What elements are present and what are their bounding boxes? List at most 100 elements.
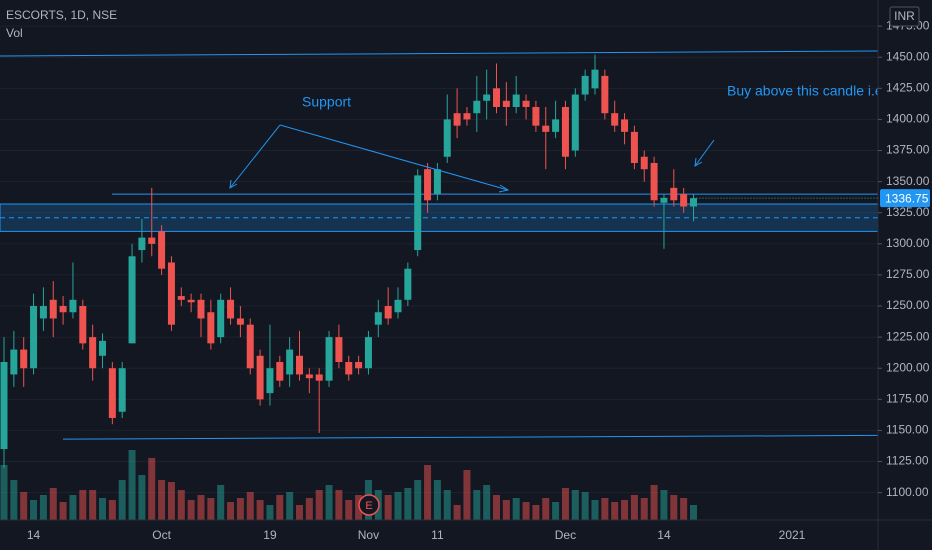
candle-body xyxy=(39,306,47,319)
candle-body xyxy=(364,337,372,369)
x-tick-label: 19 xyxy=(263,528,277,542)
symbol-title: ESCORTS, 1D, NSE xyxy=(6,8,117,22)
y-tick-label: 1275.00 xyxy=(886,267,930,281)
candles xyxy=(0,54,697,468)
x-tick-label: Oct xyxy=(152,528,171,542)
volume-bar xyxy=(99,498,106,520)
candle-body xyxy=(394,299,402,313)
volume-bar xyxy=(522,502,530,520)
candle-body xyxy=(404,268,412,300)
candle-body xyxy=(621,119,629,132)
candle-body xyxy=(512,94,520,107)
volume-bar xyxy=(473,490,481,520)
candle-body xyxy=(148,237,156,244)
arrow-head xyxy=(694,157,703,167)
arrow xyxy=(229,124,281,189)
volume-bar xyxy=(404,488,412,520)
volume-bar xyxy=(197,495,205,520)
volume-bar xyxy=(30,500,38,520)
annotation: Buy above this candle i.e xyxy=(727,83,883,99)
volume-bar xyxy=(138,475,146,520)
volume-bar xyxy=(207,498,215,520)
x-tick-label: 11 xyxy=(431,528,444,542)
volume-bar xyxy=(571,490,579,520)
volume-bar xyxy=(680,498,688,520)
volume-bar xyxy=(315,490,323,520)
candle-body xyxy=(0,362,8,450)
candle-body xyxy=(680,194,688,207)
volume-bar xyxy=(49,488,57,520)
y-tick-label: 1425.00 xyxy=(886,80,930,94)
volume-bar xyxy=(424,465,432,520)
volume-bar xyxy=(10,480,18,520)
y-tick-label: 1450.00 xyxy=(886,49,930,63)
candle-body xyxy=(207,312,215,344)
y-tick-label: 1175.00 xyxy=(886,392,929,406)
volume-bar xyxy=(296,505,303,520)
candle-body xyxy=(493,88,500,107)
candle-body xyxy=(611,113,619,126)
volume-bar xyxy=(542,498,550,520)
volume-bar xyxy=(443,490,451,520)
candle-body xyxy=(256,355,264,400)
candle-body xyxy=(443,119,451,157)
candle-body xyxy=(20,349,28,369)
volume-bar xyxy=(246,492,254,520)
annotation-arrows xyxy=(229,124,715,193)
volume-bar xyxy=(345,500,353,520)
volume-bar xyxy=(325,485,333,520)
volume-bar xyxy=(650,485,658,520)
currency: INR xyxy=(894,9,915,23)
candle-body xyxy=(286,349,294,375)
last-price-box xyxy=(880,189,930,208)
candle-body xyxy=(542,125,550,132)
y-tick-label: 1250.00 xyxy=(886,298,930,312)
volume-bar xyxy=(552,502,560,520)
y-tick-label: 1400.00 xyxy=(886,112,930,126)
volume-bar xyxy=(690,505,697,520)
volume-bar xyxy=(148,458,156,520)
volume-bar xyxy=(611,502,619,520)
candle-body xyxy=(384,306,392,319)
x-tick-label: 2021 xyxy=(779,528,806,542)
candle-body xyxy=(630,131,638,163)
volume-bar xyxy=(236,498,244,520)
volume-bar xyxy=(512,498,520,520)
candle-body xyxy=(355,362,363,369)
y-tick-label: 1375.00 xyxy=(886,143,930,157)
candle-body xyxy=(197,299,205,319)
volume-bar xyxy=(483,485,491,520)
earnings-label[interactable]: E xyxy=(365,500,372,512)
x-tick-label: Nov xyxy=(358,528,379,542)
candle-body xyxy=(502,100,510,107)
candle-body xyxy=(335,337,343,363)
earnings-marker[interactable] xyxy=(358,494,380,516)
volume-bar xyxy=(305,498,313,520)
volume-bar xyxy=(433,480,441,520)
volume-bar xyxy=(118,480,126,520)
candle-body xyxy=(69,299,77,313)
support-zone xyxy=(0,203,879,232)
volume-bar xyxy=(108,500,116,520)
volume-bar xyxy=(187,500,195,520)
volume-bar xyxy=(20,492,28,520)
candle-body xyxy=(138,237,146,251)
candle-body xyxy=(315,374,323,381)
volume-bar xyxy=(414,480,422,520)
candle-body xyxy=(660,197,668,203)
volume-bar xyxy=(493,495,500,520)
candle-body xyxy=(473,100,481,114)
candle-body xyxy=(158,231,166,269)
candle-body xyxy=(670,187,678,201)
x-tick-label: 14 xyxy=(27,528,41,542)
trend-line xyxy=(0,50,879,57)
drawings xyxy=(0,50,879,440)
y-tick-label: 1350.00 xyxy=(886,174,930,188)
volume-bar xyxy=(561,488,569,520)
price-axis-bg xyxy=(878,0,932,550)
candle-body xyxy=(581,75,589,95)
volume-bar xyxy=(384,495,392,520)
volume-bar xyxy=(128,450,136,520)
